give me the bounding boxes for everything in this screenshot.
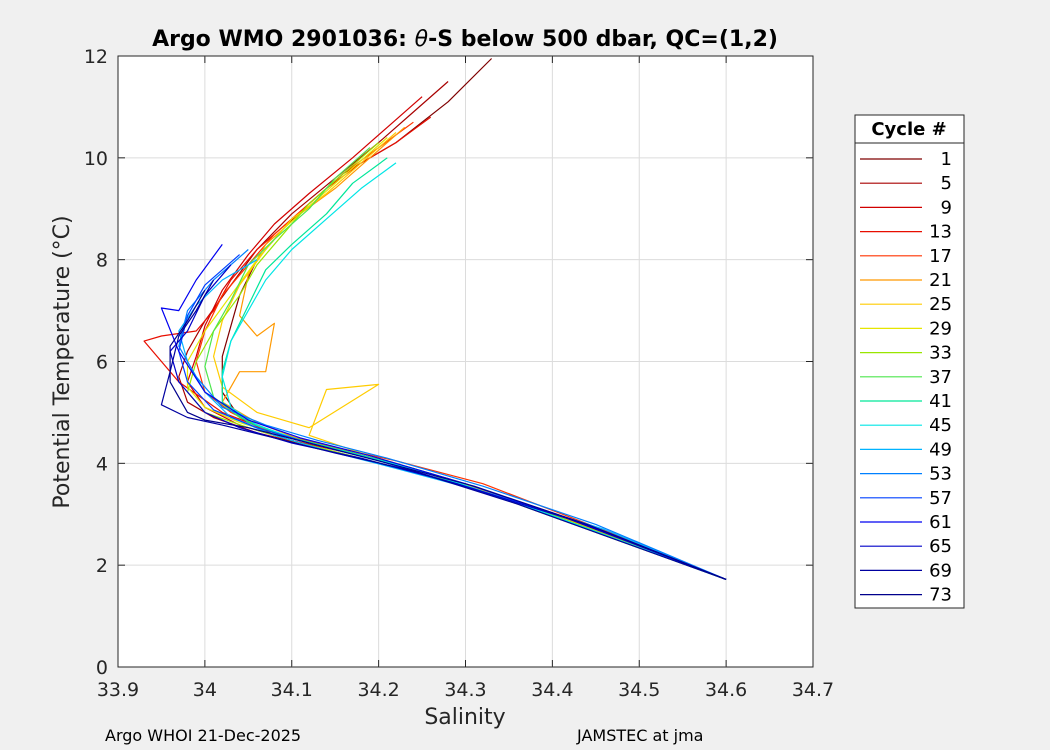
legend-label: 29 [929, 318, 952, 339]
legend-label: 25 [929, 294, 952, 315]
legend-label: 53 [929, 464, 952, 485]
y-axis-ticks: 0 2 4 6 8 10 12 [84, 46, 813, 679]
x-tick-label: 34 [193, 679, 217, 701]
y-tick-label: 4 [96, 453, 108, 475]
legend-label: 73 [929, 585, 952, 606]
legend-label: 57 [929, 488, 952, 509]
x-axis-label: Salinity [424, 705, 505, 730]
y-tick-label: 10 [84, 148, 108, 170]
chart-title: Argo WMO 2901036: θ-S below 500 dbar, QC… [152, 27, 778, 52]
legend-label: 61 [929, 512, 952, 533]
x-axis-ticks: 33.9 34 34.1 34.2 34.3 34.4 34.5 34.6 34.7 [97, 56, 834, 701]
legend-label: 13 [929, 222, 952, 243]
x-tick-label: 34.3 [444, 679, 486, 701]
data-series [143, 58, 727, 580]
legend-label: 9 [941, 197, 952, 218]
x-tick-label: 34.5 [618, 679, 660, 701]
legend-label: 17 [929, 246, 952, 267]
legend-label: 49 [929, 439, 952, 460]
x-tick-label: 33.9 [97, 679, 139, 701]
legend-title: Cycle # [871, 119, 946, 140]
series-line-cycle-69 [160, 279, 727, 580]
series-line-cycle-53 [178, 249, 727, 580]
x-tick-label: 34.1 [271, 679, 313, 701]
y-axis-label: Potential Temperature (°C) [50, 215, 75, 508]
legend-label: 45 [929, 415, 952, 436]
legend-box [854, 114, 965, 609]
legend-label: 1 [941, 149, 952, 170]
y-tick-label: 0 [96, 657, 108, 679]
x-tick-label: 34.7 [792, 679, 834, 701]
series-line-cycle-73 [169, 289, 727, 580]
series-line-cycle-45 [221, 162, 727, 580]
legend-label: 33 [929, 343, 952, 364]
legend-label: 5 [941, 173, 952, 194]
grid [118, 56, 813, 667]
y-tick-label: 8 [96, 250, 108, 272]
footer-attribution: JAMSTEC at jma [577, 726, 704, 745]
series-line-cycle-65 [169, 264, 727, 580]
legend-label: 37 [929, 367, 952, 388]
legend: Cycle # 1 5 9 13 17 21 25 29 33 37 41 45 49 53 57 61 65 6… [854, 114, 965, 609]
legend-label: 69 [929, 560, 952, 581]
legend-label: 41 [929, 391, 952, 412]
y-tick-label: 12 [84, 46, 108, 68]
x-tick-label: 34.6 [705, 679, 747, 701]
legend-label: 21 [929, 270, 952, 291]
x-tick-label: 34.4 [531, 679, 573, 701]
y-tick-label: 6 [96, 352, 108, 374]
legend-label: 65 [929, 536, 952, 557]
y-tick-label: 2 [96, 555, 108, 577]
x-tick-label: 34.2 [357, 679, 399, 701]
footer-source: Argo WHOI 21-Dec-2025 [105, 726, 302, 745]
